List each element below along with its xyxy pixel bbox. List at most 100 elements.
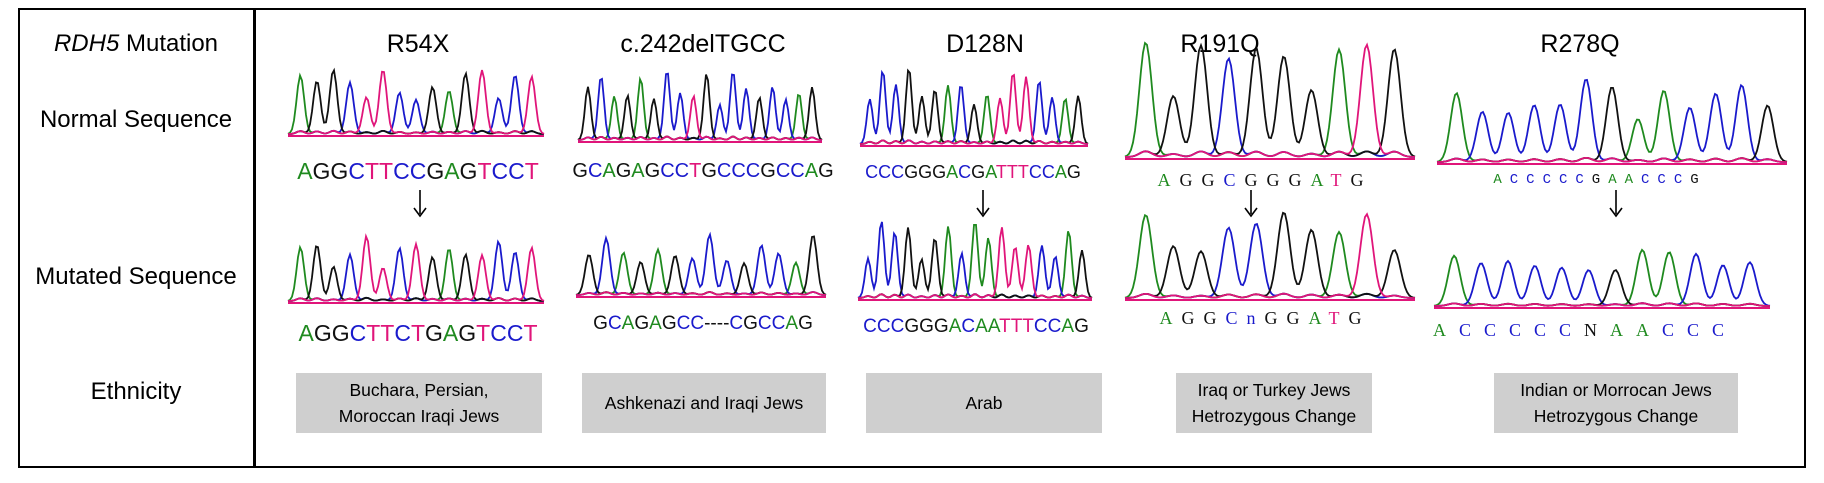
ethnicity-line: Indian or Morrocan Jews	[1520, 380, 1712, 400]
trace-A	[1433, 248, 1770, 307]
base-letter: C	[690, 313, 705, 334]
base-letter: C	[348, 158, 365, 184]
base-letter: A	[442, 320, 459, 346]
base-letter: C	[1687, 320, 1713, 340]
trace-C	[859, 69, 1089, 145]
row-label-mutation: RDH5 Mutation	[18, 30, 254, 58]
base-letter: G	[425, 320, 443, 346]
normal-sequence-d128n: CCCGGGACGATTTCCAG	[865, 162, 1081, 183]
base-letter: A	[298, 320, 314, 346]
base-letter: G	[818, 160, 834, 182]
base-letter: T	[523, 320, 538, 346]
base-letter: T	[689, 160, 702, 182]
mutated-chromatogram-c242deltgcc	[575, 231, 827, 298]
base-letter: T	[477, 158, 492, 184]
down-arrow-icon	[413, 190, 427, 218]
ethnicity-box-c242deltgcc: Ashkenazi and Iraqi Jews	[582, 373, 826, 433]
base-letter: C	[1526, 172, 1543, 188]
base-letter: C	[1483, 320, 1509, 340]
base-letter: G	[743, 313, 758, 334]
base-letter: A	[1159, 308, 1182, 328]
mutated-sequence-r54x: AGGCTTCTGAGTCCT	[298, 320, 537, 347]
base-letter: A	[602, 160, 616, 182]
base-letter: T	[1328, 308, 1349, 328]
base-letter: G	[1266, 170, 1289, 190]
base-letter: T	[1022, 316, 1034, 337]
base-letter: C	[1542, 172, 1559, 188]
base-letter: C	[394, 320, 411, 346]
trace-G	[577, 74, 823, 141]
base-letter: G	[634, 313, 650, 334]
ethnicity-box-d128n: Arab	[866, 373, 1102, 433]
base-letter: C	[771, 313, 786, 334]
base-letter: C	[863, 316, 877, 337]
base-letter: C	[878, 162, 892, 182]
base-letter: C	[1712, 320, 1738, 340]
mutation-header-r278q: R278Q	[1540, 30, 1620, 58]
base-letter: C	[349, 320, 367, 346]
base-letter: T	[1017, 162, 1029, 182]
base-letter: C	[790, 160, 805, 182]
base-letter: G	[760, 160, 776, 182]
base-letter: A	[1061, 316, 1075, 337]
ethnicity-box-r191q: Iraq or Turkey Jews Hetrozygous Change	[1176, 373, 1372, 433]
base-letter: G	[918, 162, 933, 182]
base-letter: n	[1246, 308, 1265, 328]
base-letter: N	[1584, 320, 1611, 340]
base-letter: G	[1181, 308, 1204, 328]
base-letter: T	[1330, 170, 1351, 190]
base-letter: G	[615, 160, 632, 182]
base-letter: G	[1348, 308, 1371, 328]
base-letter: A	[1608, 172, 1625, 188]
base-letter: G	[644, 160, 661, 182]
base-letter: G	[932, 162, 947, 182]
base-letter: T	[364, 158, 379, 184]
ethnicity-box-r54x: Buchara, Persian, Moroccan Iraqi Jews	[296, 373, 542, 433]
base-letter: C	[674, 160, 690, 182]
mutation-header-d128n: D128N	[946, 30, 1024, 58]
base-letter: C	[393, 158, 410, 184]
base-letter: C	[506, 320, 524, 346]
base-letter: C	[865, 162, 879, 182]
ethnicity-line: Ashkenazi and Iraqi Jews	[604, 393, 804, 413]
ethnicity-line: Iraq or Turkey Jews	[1197, 380, 1351, 400]
base-letter: T	[379, 158, 394, 184]
mutation-header-r191q: R191Q	[1180, 30, 1260, 58]
base-letter: C	[1508, 320, 1534, 340]
down-arrow-icon	[976, 190, 990, 218]
base-letter: G	[312, 158, 331, 184]
base-letter: C	[508, 158, 525, 184]
base-letter: A	[804, 160, 819, 182]
base-letter: C	[1558, 172, 1576, 188]
base-letter: G	[904, 316, 920, 337]
base-letter: G	[798, 313, 813, 334]
base-letter: A	[649, 313, 662, 334]
base-letter: G	[459, 158, 478, 184]
base-letter: A	[297, 158, 313, 184]
base-letter: C	[1559, 320, 1585, 340]
base-letter: C	[1033, 316, 1048, 337]
trace-T	[287, 69, 545, 135]
ethnicity-line: Arab	[965, 393, 1003, 413]
trace-C	[576, 231, 827, 296]
trace-C	[857, 221, 1093, 299]
base-letter: G	[426, 158, 445, 184]
figure-frame	[18, 8, 1806, 468]
base-letter: C	[1509, 172, 1527, 188]
base-letter: G	[1690, 172, 1707, 188]
mutation-header-r54x: R54X	[386, 30, 450, 58]
ethnicity-line: Hetrozygous Change	[1533, 406, 1699, 426]
trace-G	[1124, 42, 1416, 158]
base-letter: G	[701, 160, 717, 182]
trace-A	[1124, 41, 1416, 158]
base-letter: C	[1028, 162, 1042, 182]
base-letter: C	[1225, 308, 1247, 328]
trace-G	[287, 245, 545, 302]
base-letter: C	[1041, 162, 1055, 182]
base-letter: C	[731, 160, 746, 182]
base-letter: G	[1591, 172, 1609, 188]
trace-T	[1124, 42, 1416, 158]
base-letter: T	[380, 320, 395, 346]
base-letter: C	[1673, 172, 1691, 188]
base-letter: G	[1074, 316, 1089, 337]
